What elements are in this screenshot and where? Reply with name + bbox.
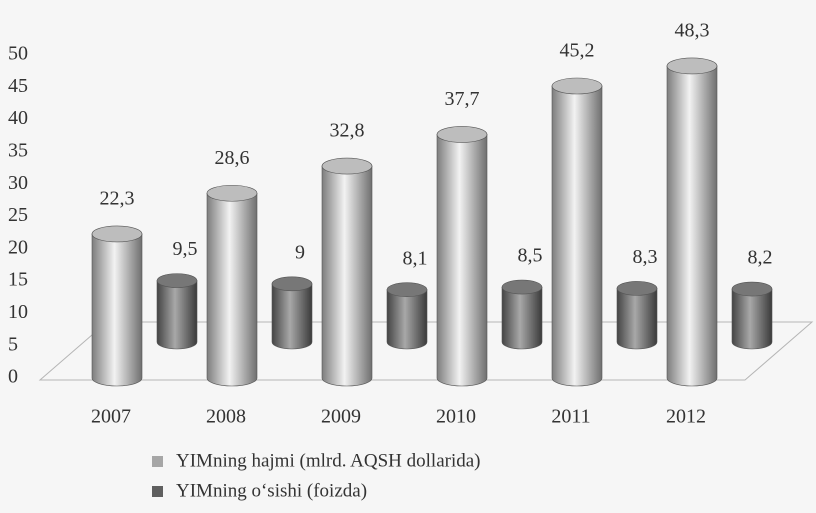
value-label: 8,1 xyxy=(403,247,428,269)
cylinder-top xyxy=(206,184,258,202)
cylinder-top xyxy=(731,281,773,297)
y-tick-label: 30 xyxy=(8,172,28,194)
cylinder-top xyxy=(156,273,198,288)
x-tick-label: 2009 xyxy=(321,406,361,428)
legend-swatch xyxy=(152,486,163,497)
cylinder xyxy=(666,65,718,387)
cylinder xyxy=(321,165,373,387)
legend-label: YIMning hajmi (mlrd. AQSH dollarida) xyxy=(176,450,481,471)
y-tick-label: 50 xyxy=(8,43,28,65)
x-tick-label: 2007 xyxy=(91,406,131,428)
floor xyxy=(38,321,814,381)
cylinder xyxy=(501,286,543,350)
cylinder xyxy=(91,233,143,387)
legend-label: YIMning o‘sishi (foizda) xyxy=(176,480,367,501)
y-tick-label: 15 xyxy=(8,269,28,291)
value-label: 8,5 xyxy=(518,245,543,267)
cylinder xyxy=(206,192,258,387)
y-tick-label: 20 xyxy=(8,236,28,258)
x-tick-label: 2012 xyxy=(666,406,706,428)
value-label: 37,7 xyxy=(445,88,480,110)
value-label: 22,3 xyxy=(100,188,135,210)
cylinder xyxy=(616,288,658,350)
cylinder-top xyxy=(666,57,718,75)
cylinder xyxy=(271,283,313,350)
cylinder-top xyxy=(271,276,313,292)
y-tick-label: 45 xyxy=(8,75,28,97)
cylinder-top xyxy=(551,77,603,95)
cylinder-top xyxy=(91,225,143,243)
cylinder-top xyxy=(321,157,373,175)
cylinder xyxy=(731,288,773,350)
value-label: 32,8 xyxy=(330,120,365,142)
value-label: 9,5 xyxy=(173,238,198,260)
value-label: 8,2 xyxy=(748,247,773,269)
cylinder xyxy=(156,280,198,350)
x-tick-label: 2011 xyxy=(551,406,590,428)
y-tick-label: 0 xyxy=(8,366,18,388)
y-tick-label: 25 xyxy=(8,204,28,226)
x-tick-label: 2010 xyxy=(436,406,476,428)
cylinder xyxy=(551,85,603,387)
legend-swatch xyxy=(152,456,163,467)
value-label: 48,3 xyxy=(675,20,710,42)
cylinder xyxy=(386,289,428,350)
cylinder-top xyxy=(501,279,543,295)
y-tick-label: 5 xyxy=(8,333,18,355)
y-tick-label: 40 xyxy=(8,107,28,129)
value-label: 8,3 xyxy=(633,246,658,268)
cylinder-top xyxy=(386,282,428,297)
value-label: 9 xyxy=(295,241,305,263)
y-tick-label: 35 xyxy=(8,139,28,161)
cylinder xyxy=(436,134,488,387)
x-tick-label: 2008 xyxy=(206,406,246,428)
cylinder-top xyxy=(436,126,488,143)
value-label: 28,6 xyxy=(215,147,250,169)
cylinder-top xyxy=(616,281,658,296)
y-tick-label: 10 xyxy=(8,301,28,323)
value-label: 45,2 xyxy=(560,40,595,62)
